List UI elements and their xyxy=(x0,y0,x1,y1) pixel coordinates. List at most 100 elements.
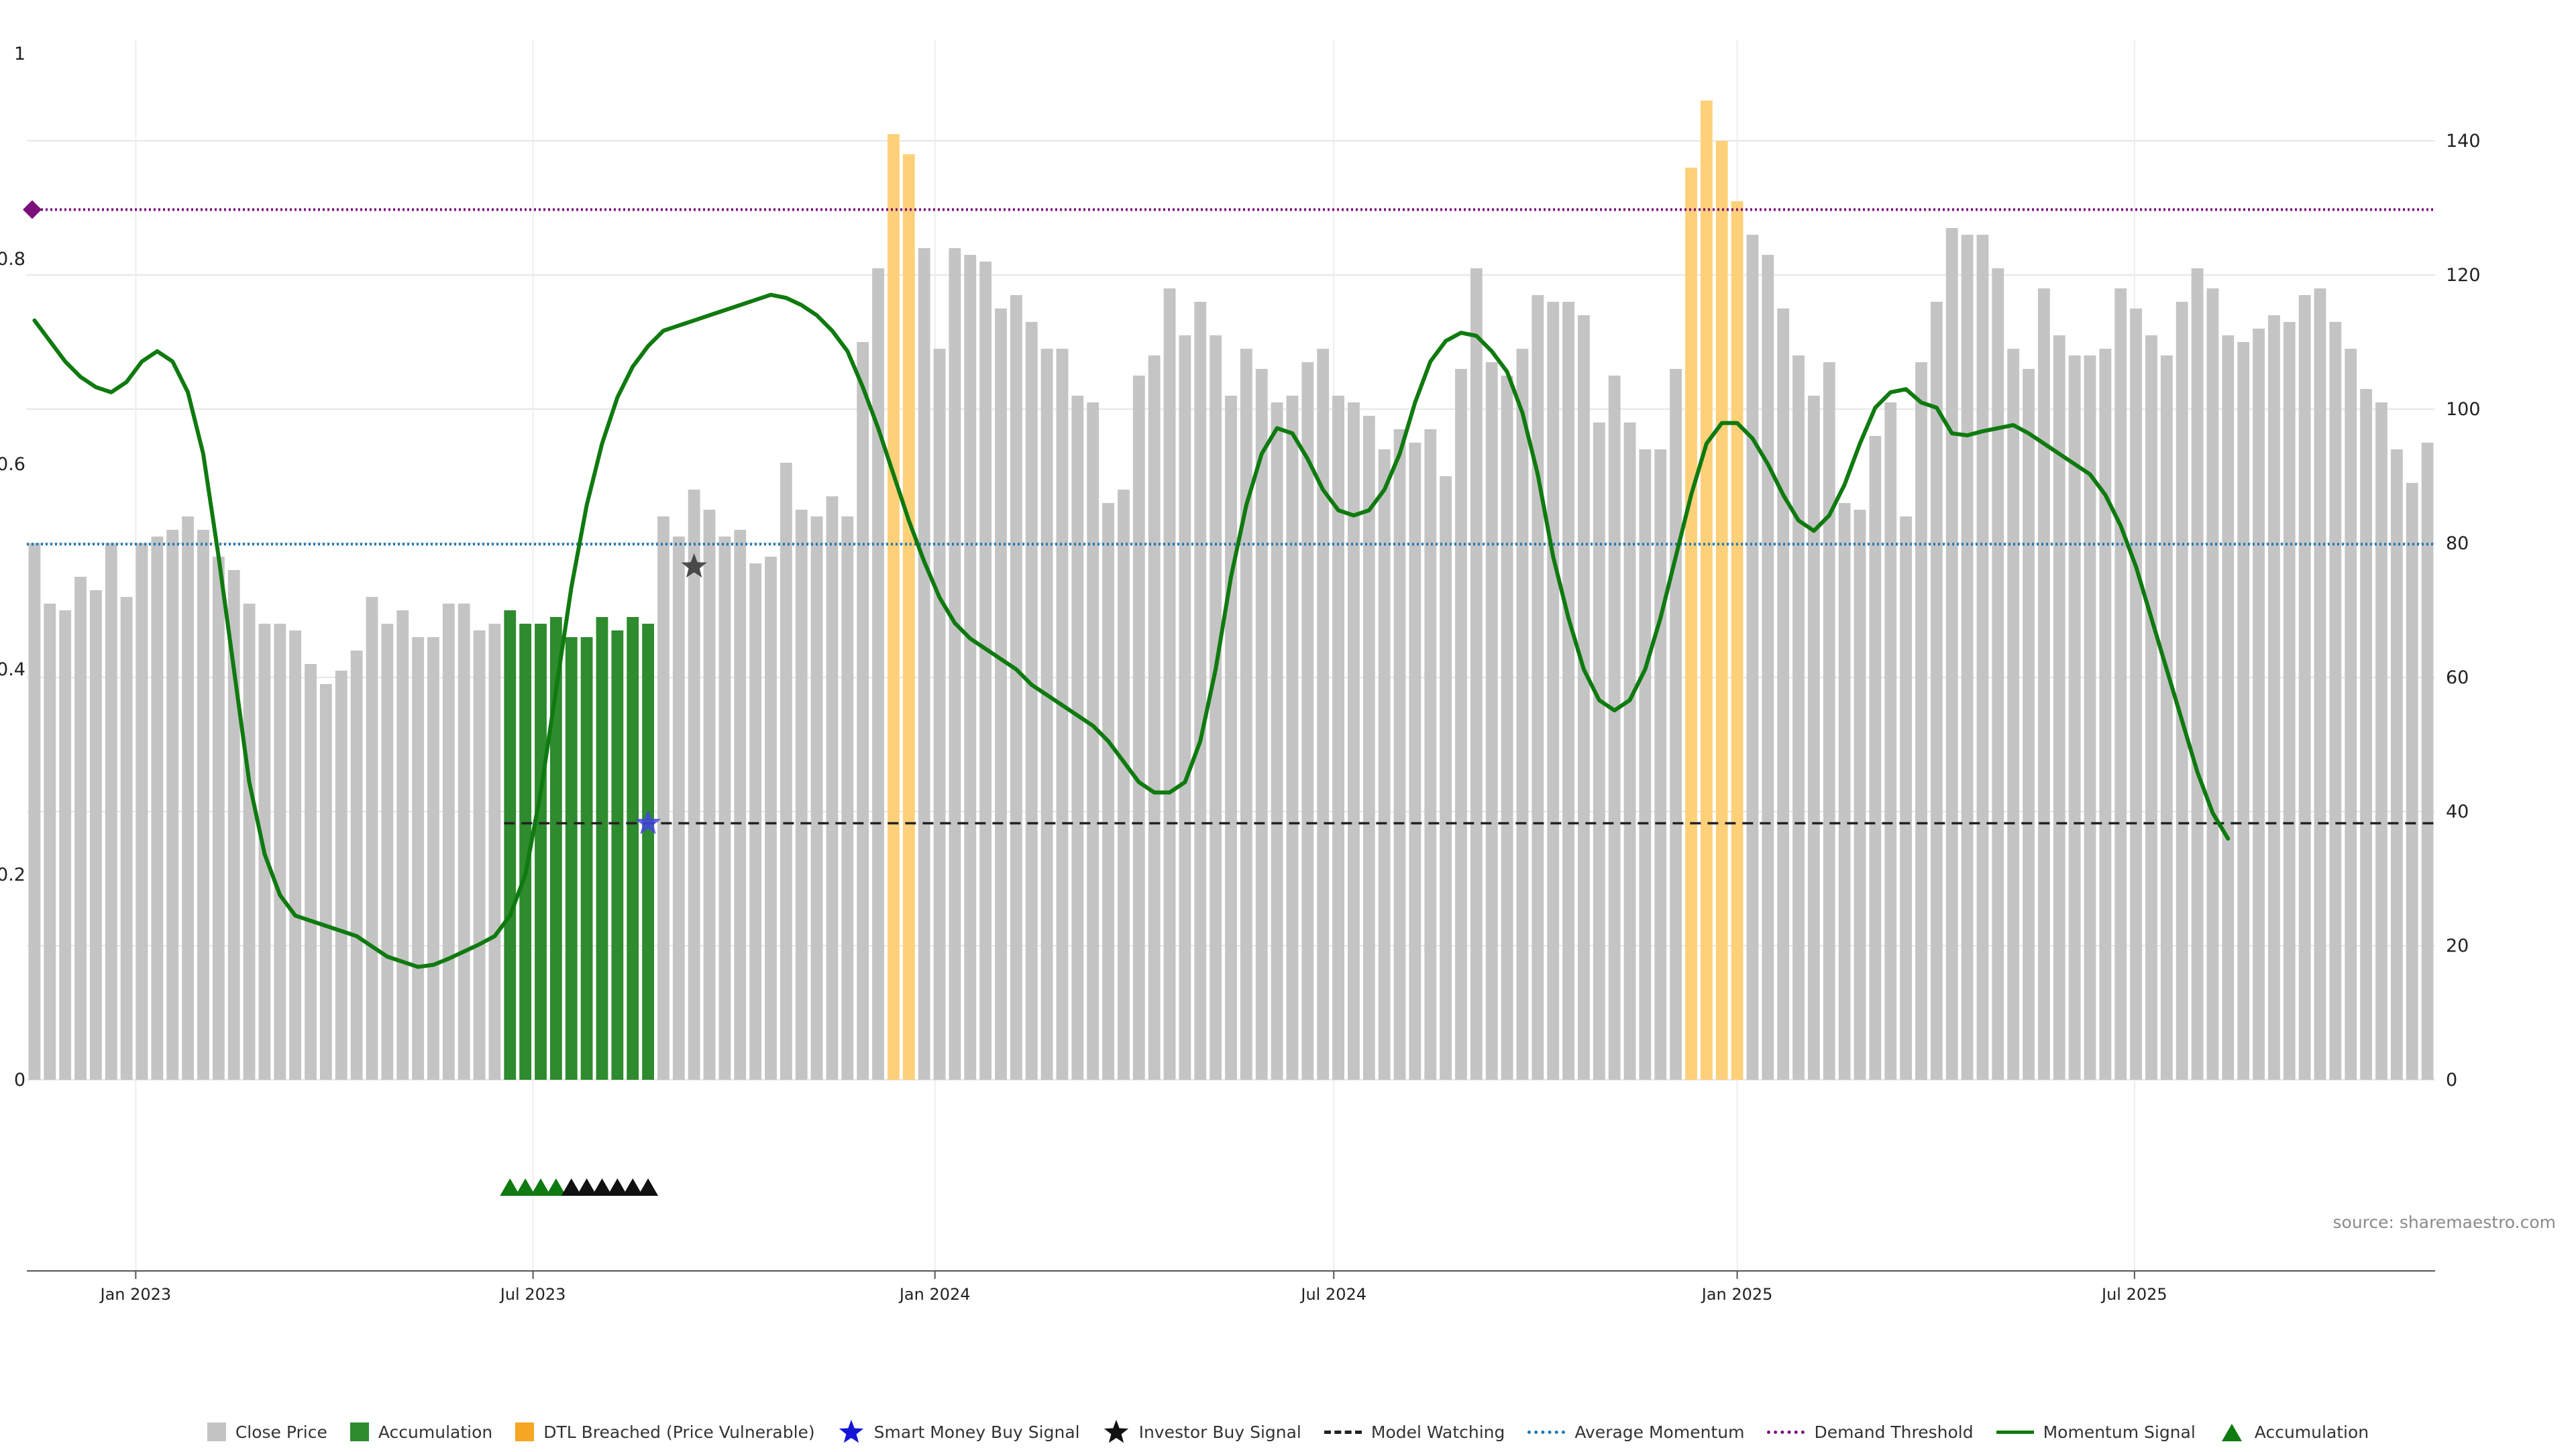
close-price-bar xyxy=(995,309,1007,1080)
legend-label: Momentum Signal xyxy=(2043,1422,2196,1442)
close-price-bar xyxy=(2145,335,2157,1080)
close-price-bar xyxy=(1623,423,1636,1080)
close-price-bar xyxy=(1915,362,1927,1080)
close-price-bar xyxy=(2390,449,2403,1080)
accumulation-bar xyxy=(627,617,639,1080)
close-price-bar xyxy=(2007,349,2020,1080)
close-price-bar xyxy=(1317,349,1330,1080)
close-price-bar xyxy=(2329,322,2342,1080)
close-price-bar xyxy=(1071,396,1084,1080)
dtl-breached-bar xyxy=(1715,141,1728,1080)
close-price-bar xyxy=(1194,302,1207,1080)
close-price-bar xyxy=(182,516,195,1080)
close-price-bar xyxy=(2191,268,2204,1080)
legend-swatch-dtl xyxy=(515,1422,535,1441)
legend-swatch-accum_tri xyxy=(2221,1424,2242,1441)
close-price-bar xyxy=(1823,362,1835,1080)
x-tick-label: Jul 2024 xyxy=(1299,1285,1366,1304)
close-price-bar xyxy=(366,597,378,1080)
close-price-bar xyxy=(1485,362,1498,1080)
legend-label: Close Price xyxy=(235,1422,327,1442)
close-price-bar xyxy=(657,516,669,1080)
accumulation-bar xyxy=(611,630,624,1080)
close-price-bar xyxy=(1132,376,1145,1080)
close-price-bar xyxy=(1240,349,1252,1080)
close-price-bar xyxy=(2053,335,2065,1080)
close-price-bar xyxy=(120,597,133,1080)
left-tick-label: 0.4 xyxy=(0,659,25,680)
momentum-signal-group xyxy=(32,292,2231,969)
accumulation-triangle-watch xyxy=(561,1178,582,1196)
close-price-bar xyxy=(2345,349,2357,1080)
close-price-bar xyxy=(1056,349,1069,1080)
close-price-bar xyxy=(1532,295,1544,1080)
accumulation-triangle xyxy=(545,1178,566,1196)
close-price-bar xyxy=(1562,302,1574,1080)
close-price-bar xyxy=(1118,490,1130,1080)
accumulation-bar xyxy=(535,624,547,1080)
close-price-bar xyxy=(1362,416,1375,1080)
close-price-bar xyxy=(335,671,347,1080)
accumulation-bar xyxy=(565,637,578,1080)
close-price-bar xyxy=(1378,449,1391,1080)
right-tick-label: 80 xyxy=(2446,533,2469,554)
dtl-breached-bar xyxy=(1731,201,1743,1080)
legend-swatch-demand xyxy=(1767,1430,1805,1434)
close-price-bar xyxy=(396,610,409,1080)
close-price-bar xyxy=(2283,322,2296,1080)
close-price-bar xyxy=(1348,402,1360,1080)
legend-swatch-investor xyxy=(1104,1420,1128,1443)
left-tick-label: 0.2 xyxy=(0,864,25,885)
close-price-bar xyxy=(1578,315,1590,1080)
close-price-bar xyxy=(1301,362,1314,1080)
close-price-bar xyxy=(703,510,716,1080)
x-tick-label: Jul 2023 xyxy=(499,1285,566,1304)
close-price-bar xyxy=(1746,235,1759,1080)
close-price-bar xyxy=(749,563,762,1080)
close-price-bar xyxy=(1163,288,1176,1080)
close-price-bar xyxy=(1900,516,1913,1080)
legend-item-watching: Model Watching xyxy=(1324,1422,1505,1442)
close-price-bar xyxy=(412,637,425,1080)
accumulation-bar xyxy=(596,617,608,1080)
close-price-bar xyxy=(949,248,961,1080)
legend-label: Demand Threshold xyxy=(1814,1422,1974,1442)
right-tick-label: 140 xyxy=(2446,131,2481,152)
accumulation-bar xyxy=(580,637,593,1080)
close-price-bar xyxy=(166,530,179,1080)
close-price-bar xyxy=(2421,443,2434,1080)
axes: 0 20 40 60 80 100 120 140 0 0.2 0.4 0.6 0.8 1 Jan 2023… xyxy=(0,44,2481,1304)
close-price-bar xyxy=(1976,235,1989,1080)
close-price-bar xyxy=(688,490,700,1080)
close-price-bar xyxy=(2222,335,2235,1080)
x-tick-label: Jan 2023 xyxy=(99,1285,171,1304)
reference-lines xyxy=(27,208,2435,825)
close-price-bar xyxy=(2267,315,2280,1080)
legend-item-investor: Investor Buy Signal xyxy=(1103,1418,1301,1445)
close-price-bar xyxy=(74,577,87,1080)
close-price-bar xyxy=(2023,369,2035,1080)
left-tick-label: 0 xyxy=(14,1070,25,1091)
legend-item-momentum: Momentum Signal xyxy=(1996,1422,2196,1442)
close-price-bar xyxy=(2298,295,2311,1080)
close-price-bar xyxy=(2360,389,2373,1080)
close-price-bar xyxy=(1762,255,1774,1080)
close-price-bar xyxy=(381,624,394,1080)
close-price-bar xyxy=(2037,288,2050,1080)
legend-swatch-close xyxy=(207,1422,226,1441)
right-tick-label: 120 xyxy=(2446,265,2481,286)
close-price-bar xyxy=(1210,335,1222,1080)
close-price-bar xyxy=(2084,355,2096,1080)
close-price-bar xyxy=(2206,288,2219,1080)
accumulation-bar xyxy=(642,624,655,1080)
close-price-bar xyxy=(289,630,302,1080)
accumulation-triangle-watch xyxy=(576,1178,597,1196)
close-price-bar xyxy=(918,248,930,1080)
close-price-bar xyxy=(2114,288,2127,1080)
close-price-bar xyxy=(243,604,256,1080)
close-price-bar xyxy=(212,557,225,1080)
close-price-bar xyxy=(1286,396,1299,1080)
close-price-bar xyxy=(2176,302,2188,1080)
momentum-signal-line xyxy=(32,292,2231,969)
close-price-bar xyxy=(1501,376,1513,1080)
